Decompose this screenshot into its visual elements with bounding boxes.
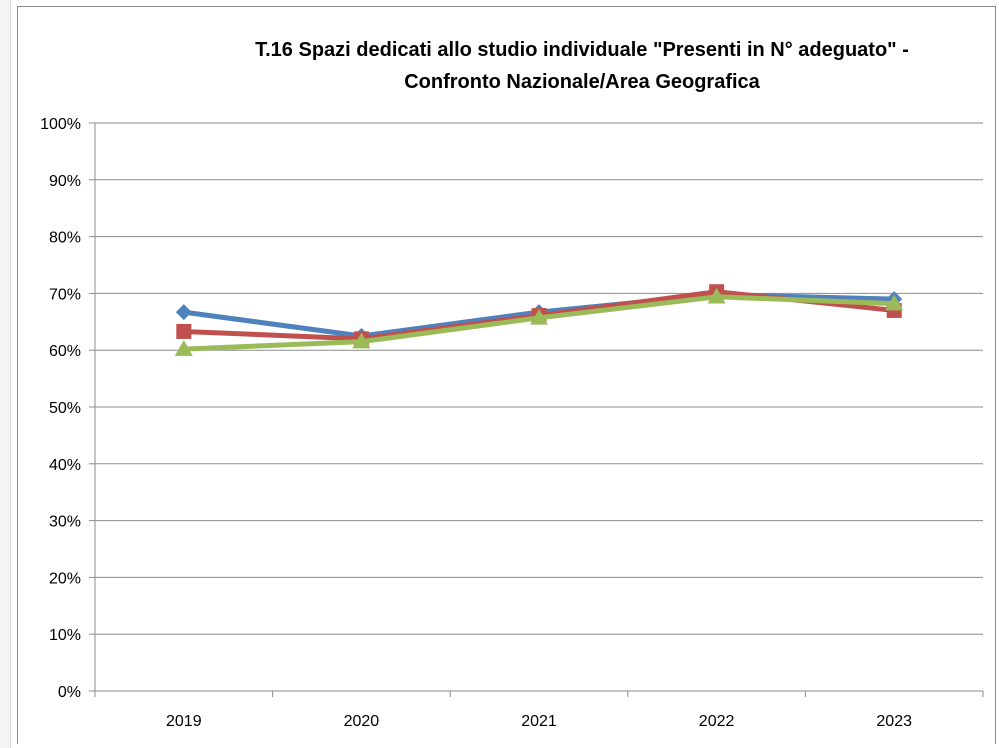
y-tick-label-2: 20%	[49, 570, 81, 587]
axes	[89, 122, 984, 697]
series-3-point-2022[interactable]	[707, 287, 726, 304]
chart-area[interactable]	[17, 6, 996, 744]
series-layer[interactable]	[174, 284, 904, 356]
y-tick-label-7: 70%	[49, 286, 81, 303]
x-tick-label-2020: 2020	[344, 713, 380, 730]
y-tick-label-6: 60%	[49, 343, 81, 360]
y-tick-label-8: 80%	[49, 230, 81, 247]
x-tick-label-2023: 2023	[876, 713, 912, 730]
series-3-point-2019[interactable]	[174, 340, 193, 356]
y-tick-label-9: 90%	[49, 173, 81, 190]
x-tick-label-2019: 2019	[166, 713, 202, 730]
y-tick-label-0: 0%	[58, 684, 81, 701]
series-2-point-2019[interactable]	[176, 323, 192, 339]
series-3-point-2020[interactable]	[352, 332, 371, 349]
series-3-point-2021[interactable]	[530, 308, 548, 325]
y-tick-label-4: 40%	[49, 457, 81, 474]
x-tick-labels: 2019 2020 2021 2022 2023	[166, 713, 912, 730]
y-tick-labels: 0% 10% 20% 30% 40% 50% 60% 70% 80% 90% 100%	[40, 116, 81, 701]
y-tick-label-5: 50%	[49, 400, 81, 417]
chart-title-line-2: Confronto Nazionale/Area Geografica	[404, 71, 760, 93]
x-tick-label-2021: 2021	[521, 713, 557, 730]
series-3-point-2023[interactable]	[885, 294, 904, 311]
gridlines	[95, 122, 983, 635]
series-1-point-2019[interactable]	[175, 304, 192, 321]
y-tick-label-1: 10%	[49, 627, 81, 644]
y-tick-label-3: 30%	[49, 514, 81, 531]
sheet-edge-strip	[0, 0, 11, 748]
y-tick-label-10: 100%	[40, 116, 81, 133]
chart-title-line-1: T.16 Spazi dedicati allo studio individu…	[255, 39, 909, 61]
x-tick-label-2022: 2022	[699, 713, 735, 730]
